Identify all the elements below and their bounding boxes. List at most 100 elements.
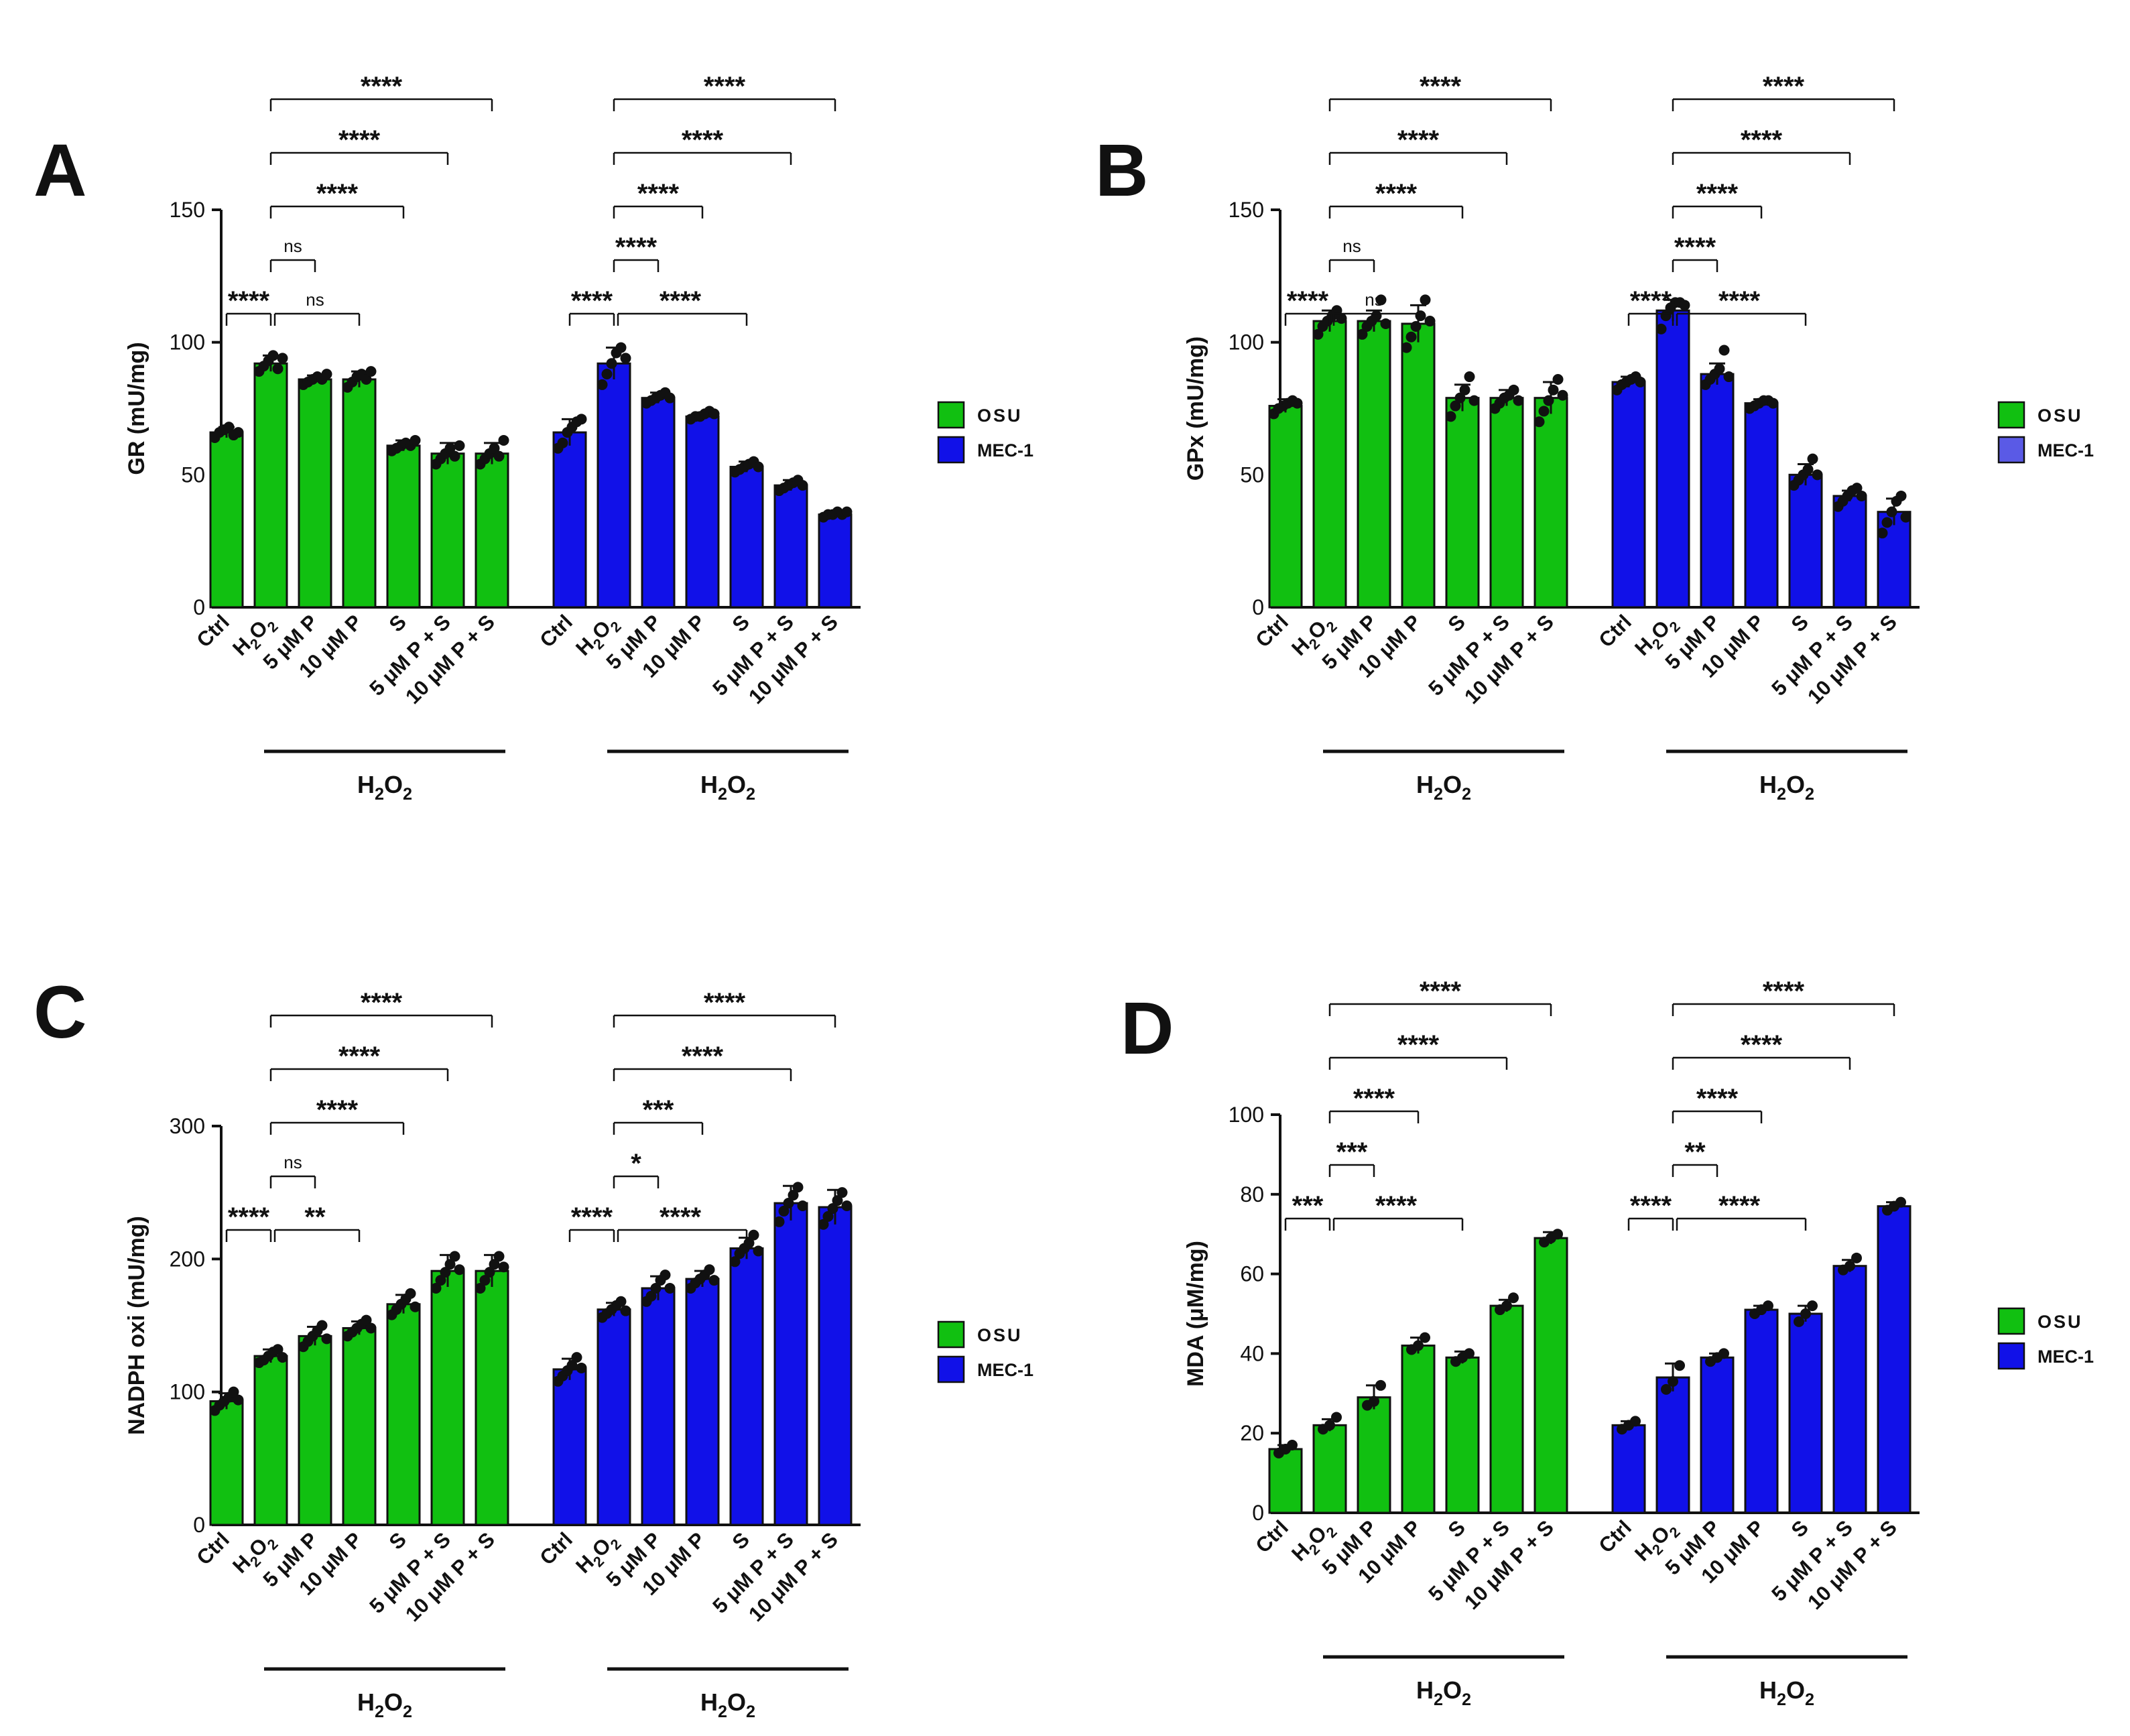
data-point (753, 1245, 764, 1257)
data-point (444, 442, 456, 454)
data-point (827, 1202, 838, 1214)
panel-letter: B (1095, 129, 1148, 212)
data-point (365, 366, 377, 377)
legend-label: OSU (977, 1325, 1023, 1345)
data-point (489, 1259, 500, 1270)
y-tick-label: 0 (1252, 595, 1264, 619)
bar (552, 1368, 587, 1526)
bar (298, 1335, 332, 1526)
significance-bracket: * (613, 1149, 660, 1188)
data-point (818, 1219, 829, 1230)
data-point (449, 1251, 460, 1262)
x-tick-label: Ctrl (1594, 610, 1636, 652)
data-point (1856, 490, 1867, 501)
data-point (753, 461, 764, 473)
bar (1877, 1205, 1912, 1514)
data-point (1723, 371, 1735, 383)
bar (1445, 1356, 1480, 1514)
x-tick-label: S (1787, 1515, 1813, 1542)
bar (641, 397, 676, 609)
data-point (797, 480, 808, 491)
data-point (1718, 1348, 1729, 1359)
significance-bracket: **** (1328, 977, 1552, 1016)
significance-bracket: **** (269, 1042, 449, 1081)
significance-label: *** (1292, 1191, 1324, 1221)
data-point (1312, 328, 1324, 340)
significance-label: **** (316, 179, 359, 208)
significance-label: **** (1718, 286, 1761, 316)
data-point (479, 1275, 491, 1286)
significance-bracket: **** (1676, 1191, 1807, 1231)
x-tick-label: S (1787, 610, 1813, 636)
data-point (664, 392, 676, 404)
significance-label: ** (304, 1202, 326, 1232)
data-point (1468, 395, 1480, 406)
data-point (1464, 1348, 1475, 1359)
treatment-group-label: H2O2 (700, 1688, 755, 1721)
significance-label: **** (361, 988, 403, 1017)
data-point (484, 1267, 495, 1278)
treatment-group-label: H2O2 (357, 1688, 412, 1721)
legend-label: MEC-1 (2038, 440, 2094, 460)
legend-label: MEC-1 (977, 1360, 1033, 1380)
legend-swatch (937, 436, 965, 464)
data-point (1895, 1196, 1906, 1208)
bar (1489, 1304, 1524, 1514)
data-point (615, 342, 627, 353)
significance-label: **** (1353, 1084, 1395, 1113)
data-point (1331, 1412, 1342, 1423)
data-point (1513, 395, 1524, 406)
x-tick-label: S (728, 1528, 754, 1554)
legend-label: OSU (2038, 1312, 2083, 1332)
data-point (1674, 1360, 1685, 1371)
bar (1832, 1265, 1867, 1514)
significance-bracket: **** (613, 233, 660, 272)
treatment-group-label: H2O2 (357, 771, 412, 804)
data-point (321, 1333, 332, 1345)
significance-label: **** (1420, 977, 1462, 1006)
bar (1611, 1424, 1646, 1514)
data-point (1371, 310, 1382, 322)
bar (1744, 402, 1779, 609)
significance-label: **** (1397, 1030, 1440, 1060)
y-tick-label: 150 (170, 198, 205, 222)
data-point (1668, 1375, 1678, 1387)
legend: OSU MEC-1 (937, 1320, 1033, 1383)
y-tick-label: 100 (1229, 1103, 1264, 1127)
significance-label: **** (660, 286, 702, 316)
significance-label: **** (1630, 1191, 1672, 1221)
data-point (1450, 400, 1461, 412)
data-point (1844, 1260, 1855, 1272)
significance-label: **** (704, 72, 746, 101)
significance-bracket: ns (269, 1152, 316, 1188)
data-point (1661, 1383, 1672, 1395)
data-point (615, 1296, 627, 1307)
bar (773, 1202, 808, 1526)
significance-bracket: **** (1627, 1191, 1674, 1231)
data-point (664, 1282, 676, 1294)
data-point (1336, 313, 1347, 324)
data-point (836, 1187, 848, 1198)
y-tick-label: 100 (170, 1380, 205, 1404)
significance-bracket: **** (613, 988, 836, 1028)
bar (641, 1287, 676, 1526)
data-point (1552, 1229, 1563, 1240)
data-point (841, 506, 853, 517)
y-axis-label: GR (mU/mg) (124, 342, 149, 475)
treatment-group-label: H2O2 (1759, 1676, 1814, 1709)
data-point (1292, 397, 1303, 409)
x-tick-label: Ctrl (1594, 1515, 1636, 1558)
data-point (454, 1264, 465, 1276)
data-point (597, 379, 608, 390)
bar (1312, 1424, 1347, 1514)
y-tick-label: 0 (1252, 1501, 1264, 1525)
data-point (361, 1314, 372, 1326)
significance-bracket: **** (1672, 125, 1851, 165)
